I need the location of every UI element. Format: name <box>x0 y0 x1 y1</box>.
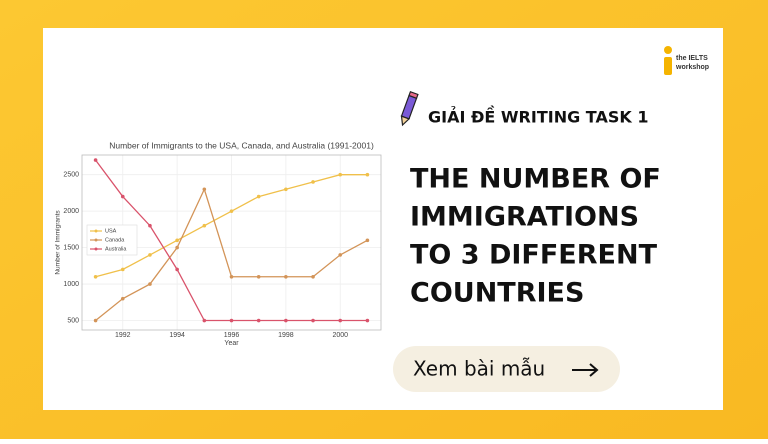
point <box>311 274 315 279</box>
point <box>311 180 315 184</box>
point <box>229 318 234 323</box>
heading-line: COUNTRIES <box>410 278 584 309</box>
point <box>93 318 98 323</box>
x-tick-label: 1998 <box>278 332 294 339</box>
chart-title: Number of Immigrants to the USA, Canada,… <box>109 140 374 150</box>
point <box>338 172 343 177</box>
logo: the IELTS workshop <box>664 46 709 75</box>
point <box>365 318 370 323</box>
heading-line: IMMIGRATIONS <box>410 202 639 233</box>
y-tick-label: 500 <box>67 317 79 324</box>
card <box>43 28 723 410</box>
chart: Number of Immigrants to the USA, Canada,… <box>55 140 382 347</box>
y-axis-label: Number of Immigrants <box>55 210 62 275</box>
heading-line: TO 3 DIFFERENT <box>410 240 658 271</box>
point <box>93 274 98 279</box>
point <box>229 209 234 213</box>
point <box>256 274 261 279</box>
button[interactable]: Xem bài mẫu <box>393 346 620 392</box>
heading: THE NUMBER OF IMMIGRATIONS TO 3 DIFFERENT C… <box>410 164 661 309</box>
point <box>148 223 152 228</box>
legend-marker <box>94 247 98 251</box>
arrow-head[interactable] <box>589 363 599 377</box>
plot-frame <box>81 154 382 331</box>
legend-marker <box>94 229 98 233</box>
point <box>202 223 207 228</box>
logo-dot <box>664 46 672 54</box>
point <box>148 282 152 286</box>
legend-label: Canada <box>105 237 125 243</box>
point <box>120 296 125 301</box>
x-axis-label: Year <box>224 340 239 347</box>
point <box>93 158 98 162</box>
point <box>284 274 288 279</box>
point <box>256 318 261 323</box>
point <box>365 172 370 177</box>
point <box>365 238 370 243</box>
legend-label: Australia <box>105 246 127 252</box>
x-tick-label: 1996 <box>224 332 240 339</box>
point <box>148 253 152 257</box>
point <box>175 245 179 250</box>
point <box>338 253 343 257</box>
point <box>284 318 288 323</box>
y-tick-label: 2000 <box>63 208 79 215</box>
point <box>120 194 125 199</box>
x-tick-label: 1994 <box>169 332 185 339</box>
x-tick-label: 1992 <box>115 332 131 339</box>
button-label[interactable]: Xem bài mẫu <box>413 357 545 381</box>
point <box>284 187 288 192</box>
logo-text: the IELTS <box>676 55 708 62</box>
point <box>338 318 343 323</box>
logo-stem <box>664 57 672 75</box>
point <box>256 194 261 199</box>
logo-text: workshop <box>675 64 709 71</box>
point <box>175 267 179 272</box>
point <box>202 187 207 192</box>
point <box>202 318 207 323</box>
button-bg[interactable] <box>393 346 620 392</box>
x-tick-label: 2000 <box>332 332 348 339</box>
point <box>175 238 179 243</box>
legend-label: USA <box>105 228 117 234</box>
y-tick-label: 1000 <box>63 281 79 288</box>
legend-marker <box>94 238 98 242</box>
point <box>229 274 234 279</box>
y-tick-label: 1500 <box>63 244 79 251</box>
y-tick-label: 2500 <box>63 172 79 179</box>
point <box>311 318 315 323</box>
heading-line: THE NUMBER OF <box>410 164 661 195</box>
pencil-icon <box>400 90 419 127</box>
point <box>120 267 125 272</box>
tag: GIẢI ĐỀ WRITING TASK 1 <box>428 106 648 127</box>
